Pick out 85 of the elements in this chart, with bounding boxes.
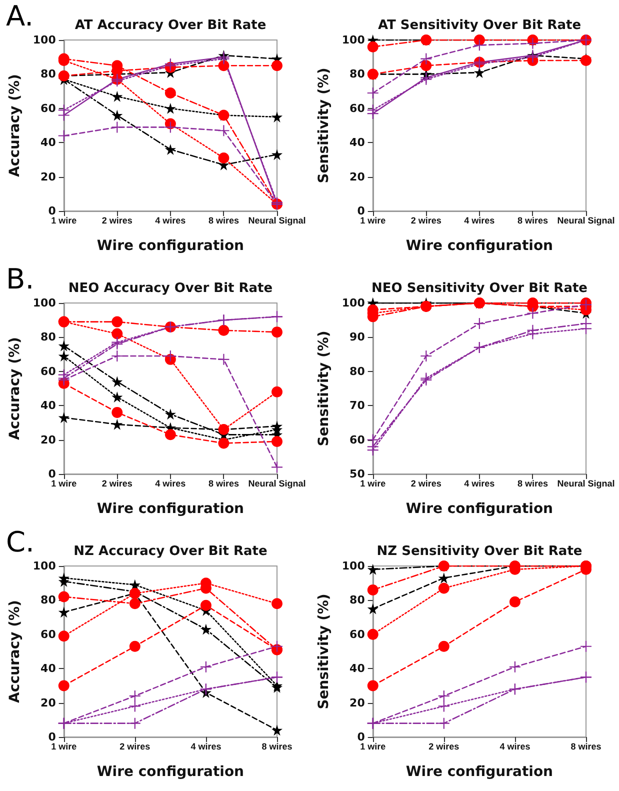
- x-tick-label: 8 wires: [517, 478, 548, 488]
- x-tick-label: 4 wires: [190, 742, 222, 752]
- x-tick-label: 8 wires: [570, 742, 602, 752]
- x-tick-label: Neural Signal: [557, 216, 615, 226]
- x-tick-label: 2 wires: [410, 216, 442, 226]
- y-tick-label: 0: [48, 204, 56, 218]
- y-tick-label: 40: [350, 662, 366, 676]
- x-axis-title: Wire configuration: [406, 501, 554, 517]
- x-tick-label: 8 wires: [208, 478, 239, 488]
- y-tick-label: 80: [350, 594, 366, 607]
- chart-title: NZ Sensitivity Over Bit Rate: [376, 544, 582, 559]
- y-tick-label: 50: [350, 468, 366, 480]
- x-axis-title: Wire configuration: [406, 238, 554, 254]
- y-tick-label: 80: [40, 594, 56, 607]
- y-tick-label: 100: [342, 296, 366, 310]
- chart-title: AT Sensitivity Over Bit Rate: [378, 18, 582, 33]
- chart-title: NZ Accuracy Over Bit Rate: [74, 544, 268, 559]
- y-tick-label: 100: [32, 560, 56, 572]
- x-tick-label: 2 wires: [102, 216, 132, 226]
- y-tick-label: 60: [350, 102, 366, 115]
- y-axis-title: Accuracy (%): [7, 600, 23, 703]
- y-tick-label: 0: [48, 468, 56, 480]
- x-tick-label: 4 wires: [155, 216, 186, 226]
- y-tick-label: 60: [40, 364, 56, 378]
- x-tick-label: 2 wires: [120, 742, 150, 752]
- y-axis-title: Sensitivity (%): [316, 594, 332, 710]
- y-tick-label: 60: [350, 433, 366, 446]
- x-tick-label: 4 wires: [500, 742, 530, 752]
- x-tick-label: 1 wire: [51, 216, 77, 226]
- y-tick-label: 0: [357, 204, 366, 218]
- x-tick-label: 1 wire: [360, 478, 386, 488]
- y-tick-label: 20: [40, 696, 56, 710]
- x-tick-label: 1 wire: [360, 216, 386, 226]
- y-tick-label: 20: [350, 170, 366, 184]
- y-tick-label: 80: [350, 68, 366, 81]
- x-tick-label: 8 wires: [517, 216, 548, 226]
- x-tick-label: 2 wires: [428, 742, 460, 752]
- y-tick-label: 90: [350, 330, 366, 344]
- x-tick-label: 2 wires: [410, 478, 442, 488]
- y-axis-title: Accuracy (%): [7, 74, 23, 177]
- x-tick-label: 1 wire: [51, 478, 77, 488]
- x-tick-label: 4 wires: [464, 478, 495, 488]
- y-tick-label: 60: [350, 628, 366, 641]
- y-tick-label: 40: [40, 136, 56, 150]
- y-tick-label: 80: [40, 68, 56, 81]
- y-tick-label: 80: [350, 364, 366, 378]
- x-axis-title: Wire configuration: [96, 501, 244, 517]
- y-tick-label: 0: [48, 730, 56, 744]
- y-tick-label: 60: [40, 628, 56, 641]
- y-tick-label: 100: [32, 296, 56, 310]
- chart-title: NEO Accuracy Over Bit Rate: [68, 281, 273, 296]
- x-tick-label: 8 wires: [262, 742, 292, 752]
- y-tick-label: 100: [32, 34, 56, 46]
- x-tick-label: Neural Signal: [248, 478, 306, 488]
- x-axis-title: Wire configuration: [406, 764, 554, 780]
- x-tick-label: Neural Signal: [248, 216, 306, 226]
- y-tick-label: 20: [40, 433, 56, 446]
- y-tick-label: 0: [357, 730, 366, 744]
- x-axis-title: Wire configuration: [96, 764, 244, 780]
- y-tick-label: 80: [40, 330, 56, 344]
- x-tick-label: 4 wires: [155, 478, 186, 488]
- y-tick-label: 100: [342, 560, 366, 572]
- y-tick-label: 70: [350, 399, 366, 412]
- y-tick-label: 20: [350, 696, 366, 710]
- text: C.: [6, 526, 34, 558]
- y-tick-label: 60: [40, 102, 56, 115]
- x-axis-title: Wire configuration: [96, 238, 244, 254]
- text: A.: [6, 0, 34, 32]
- chart-title: AT Accuracy Over Bit Rate: [74, 18, 266, 33]
- y-tick-label: 20: [40, 170, 56, 184]
- x-tick-label: Neural Signal: [557, 478, 615, 488]
- chart-title: NEO Sensitivity Over Bit Rate: [372, 281, 588, 296]
- x-tick-label: 1 wire: [51, 742, 77, 752]
- y-tick-label: 40: [40, 662, 56, 676]
- y-axis-title: Accuracy (%): [7, 337, 23, 440]
- x-tick-label: 1 wire: [360, 742, 386, 752]
- y-tick-label: 40: [350, 136, 366, 150]
- y-tick-label: 100: [342, 34, 366, 46]
- y-tick-label: 40: [40, 399, 56, 412]
- y-axis-title: Sensitivity (%): [316, 68, 332, 184]
- text: B.: [6, 262, 34, 296]
- x-tick-label: 8 wires: [208, 216, 239, 226]
- y-axis-title: Sensitivity (%): [316, 330, 332, 446]
- x-tick-label: 4 wires: [464, 216, 495, 226]
- x-tick-label: 2 wires: [102, 478, 132, 488]
